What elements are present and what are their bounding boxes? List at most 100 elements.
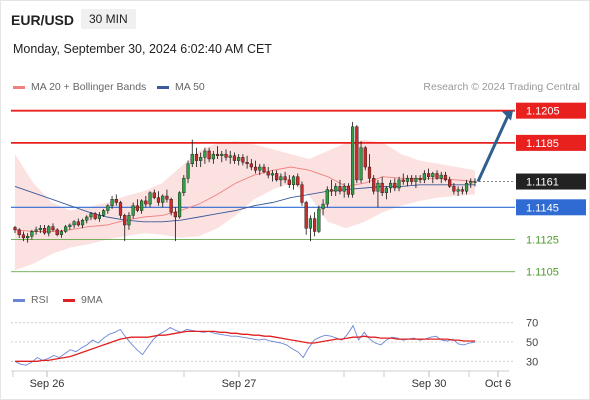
candle-down	[262, 166, 266, 173]
candle-down	[51, 226, 55, 231]
candle-down	[21, 234, 26, 239]
candle-down	[426, 173, 431, 177]
price-badge	[516, 102, 586, 119]
candle-down	[287, 179, 291, 185]
candle-down	[249, 163, 253, 168]
candle-up	[47, 226, 51, 234]
price-label: 1.1185	[526, 138, 559, 150]
candle-down	[152, 192, 156, 198]
price-label: 1.1105	[526, 267, 559, 279]
candle-down	[443, 174, 448, 181]
candle-down	[224, 153, 228, 158]
candle-up	[85, 216, 89, 221]
candle-down	[17, 229, 21, 235]
candle-up	[80, 219, 85, 226]
candle-up	[127, 215, 131, 226]
rsi-tick-label: 50	[526, 337, 538, 349]
projection-arrow	[476, 115, 510, 183]
candle-down	[304, 202, 308, 229]
candle-up	[397, 179, 401, 189]
candle-up	[291, 176, 296, 185]
candle-up	[342, 186, 346, 192]
candle-up	[161, 195, 165, 203]
candle-down	[118, 202, 123, 216]
candle-down	[114, 199, 118, 203]
candle-up	[469, 181, 473, 184]
candle-down	[313, 218, 317, 232]
candle-up	[464, 182, 469, 192]
candle-up	[110, 199, 114, 206]
projection-arrowhead	[502, 110, 513, 121]
rsi-line	[14, 324, 476, 366]
legend-swatch	[13, 298, 25, 302]
candle-down	[452, 186, 456, 192]
candle-up	[317, 208, 321, 232]
candle-down	[232, 155, 237, 161]
pair-symbol: EUR/USD	[11, 12, 75, 28]
candle-up	[414, 178, 418, 182]
candle-down	[338, 186, 342, 192]
candle-down	[207, 150, 211, 160]
candle-up	[220, 153, 224, 156]
candle-down	[283, 176, 287, 181]
chart-timestamp: Monday, September 30, 2024 6:02:40 AM CE…	[13, 42, 272, 56]
candle-up	[72, 221, 76, 226]
candle-down	[241, 157, 245, 163]
x-tick-label: Sep 30	[412, 378, 447, 390]
candle-down	[460, 189, 464, 192]
price-badge	[516, 199, 586, 216]
legend-label: MA 50	[175, 81, 205, 93]
research-credit: Research © 2024 Trading Central	[423, 81, 580, 93]
candle-up	[177, 192, 182, 218]
candle-down	[42, 228, 47, 234]
candle-down	[275, 173, 279, 181]
candle-down	[355, 126, 359, 181]
candle-up	[102, 210, 106, 216]
price-label: 1.1125	[526, 235, 559, 247]
candle-down	[380, 182, 384, 194]
candle-up	[473, 181, 477, 183]
candle-down	[253, 166, 258, 171]
candle-up	[68, 224, 72, 227]
legend-label: MA 20 + Bollinger Bands	[31, 81, 147, 93]
candle-down	[266, 171, 270, 176]
candle-up	[38, 228, 42, 231]
candle-up	[182, 178, 186, 194]
candle-up	[186, 163, 190, 179]
candle-up	[34, 229, 38, 232]
candle-up	[334, 186, 338, 192]
candle-up	[140, 200, 144, 211]
candle-down	[144, 200, 148, 205]
candle-up	[199, 157, 203, 161]
candle-down	[448, 179, 452, 187]
price-label: 1.1161	[526, 177, 559, 189]
candle-down	[123, 215, 127, 226]
candle-down	[55, 229, 59, 235]
x-tick-label: Sep 27	[222, 378, 257, 390]
legend-swatch	[63, 298, 75, 302]
candle-up	[211, 153, 215, 160]
timeframe-button[interactable]: 30 MIN	[81, 9, 136, 29]
candle-down	[194, 153, 199, 161]
candle-down	[173, 211, 177, 218]
candle-down	[363, 147, 367, 168]
candle-up	[30, 231, 34, 237]
candle-up	[64, 226, 68, 232]
candle-up	[351, 126, 355, 195]
candle-down	[169, 199, 173, 213]
candle-down	[300, 184, 304, 203]
legend-swatch	[157, 85, 169, 89]
candle-up	[270, 173, 275, 176]
candle-up	[148, 192, 152, 205]
candle-up	[384, 187, 388, 194]
candle-down	[245, 162, 249, 165]
candle-down	[367, 166, 372, 179]
ma20-line	[14, 166, 476, 232]
candle-up	[131, 205, 135, 216]
legend-item-ma20-bollinger: MA 20 + Bollinger Bands	[13, 81, 146, 93]
rsi-tick-label: 30	[526, 356, 538, 368]
price-label: 1.1145	[526, 202, 559, 214]
legend-item-rsi: RSI	[13, 294, 49, 306]
candle-up	[26, 236, 30, 239]
